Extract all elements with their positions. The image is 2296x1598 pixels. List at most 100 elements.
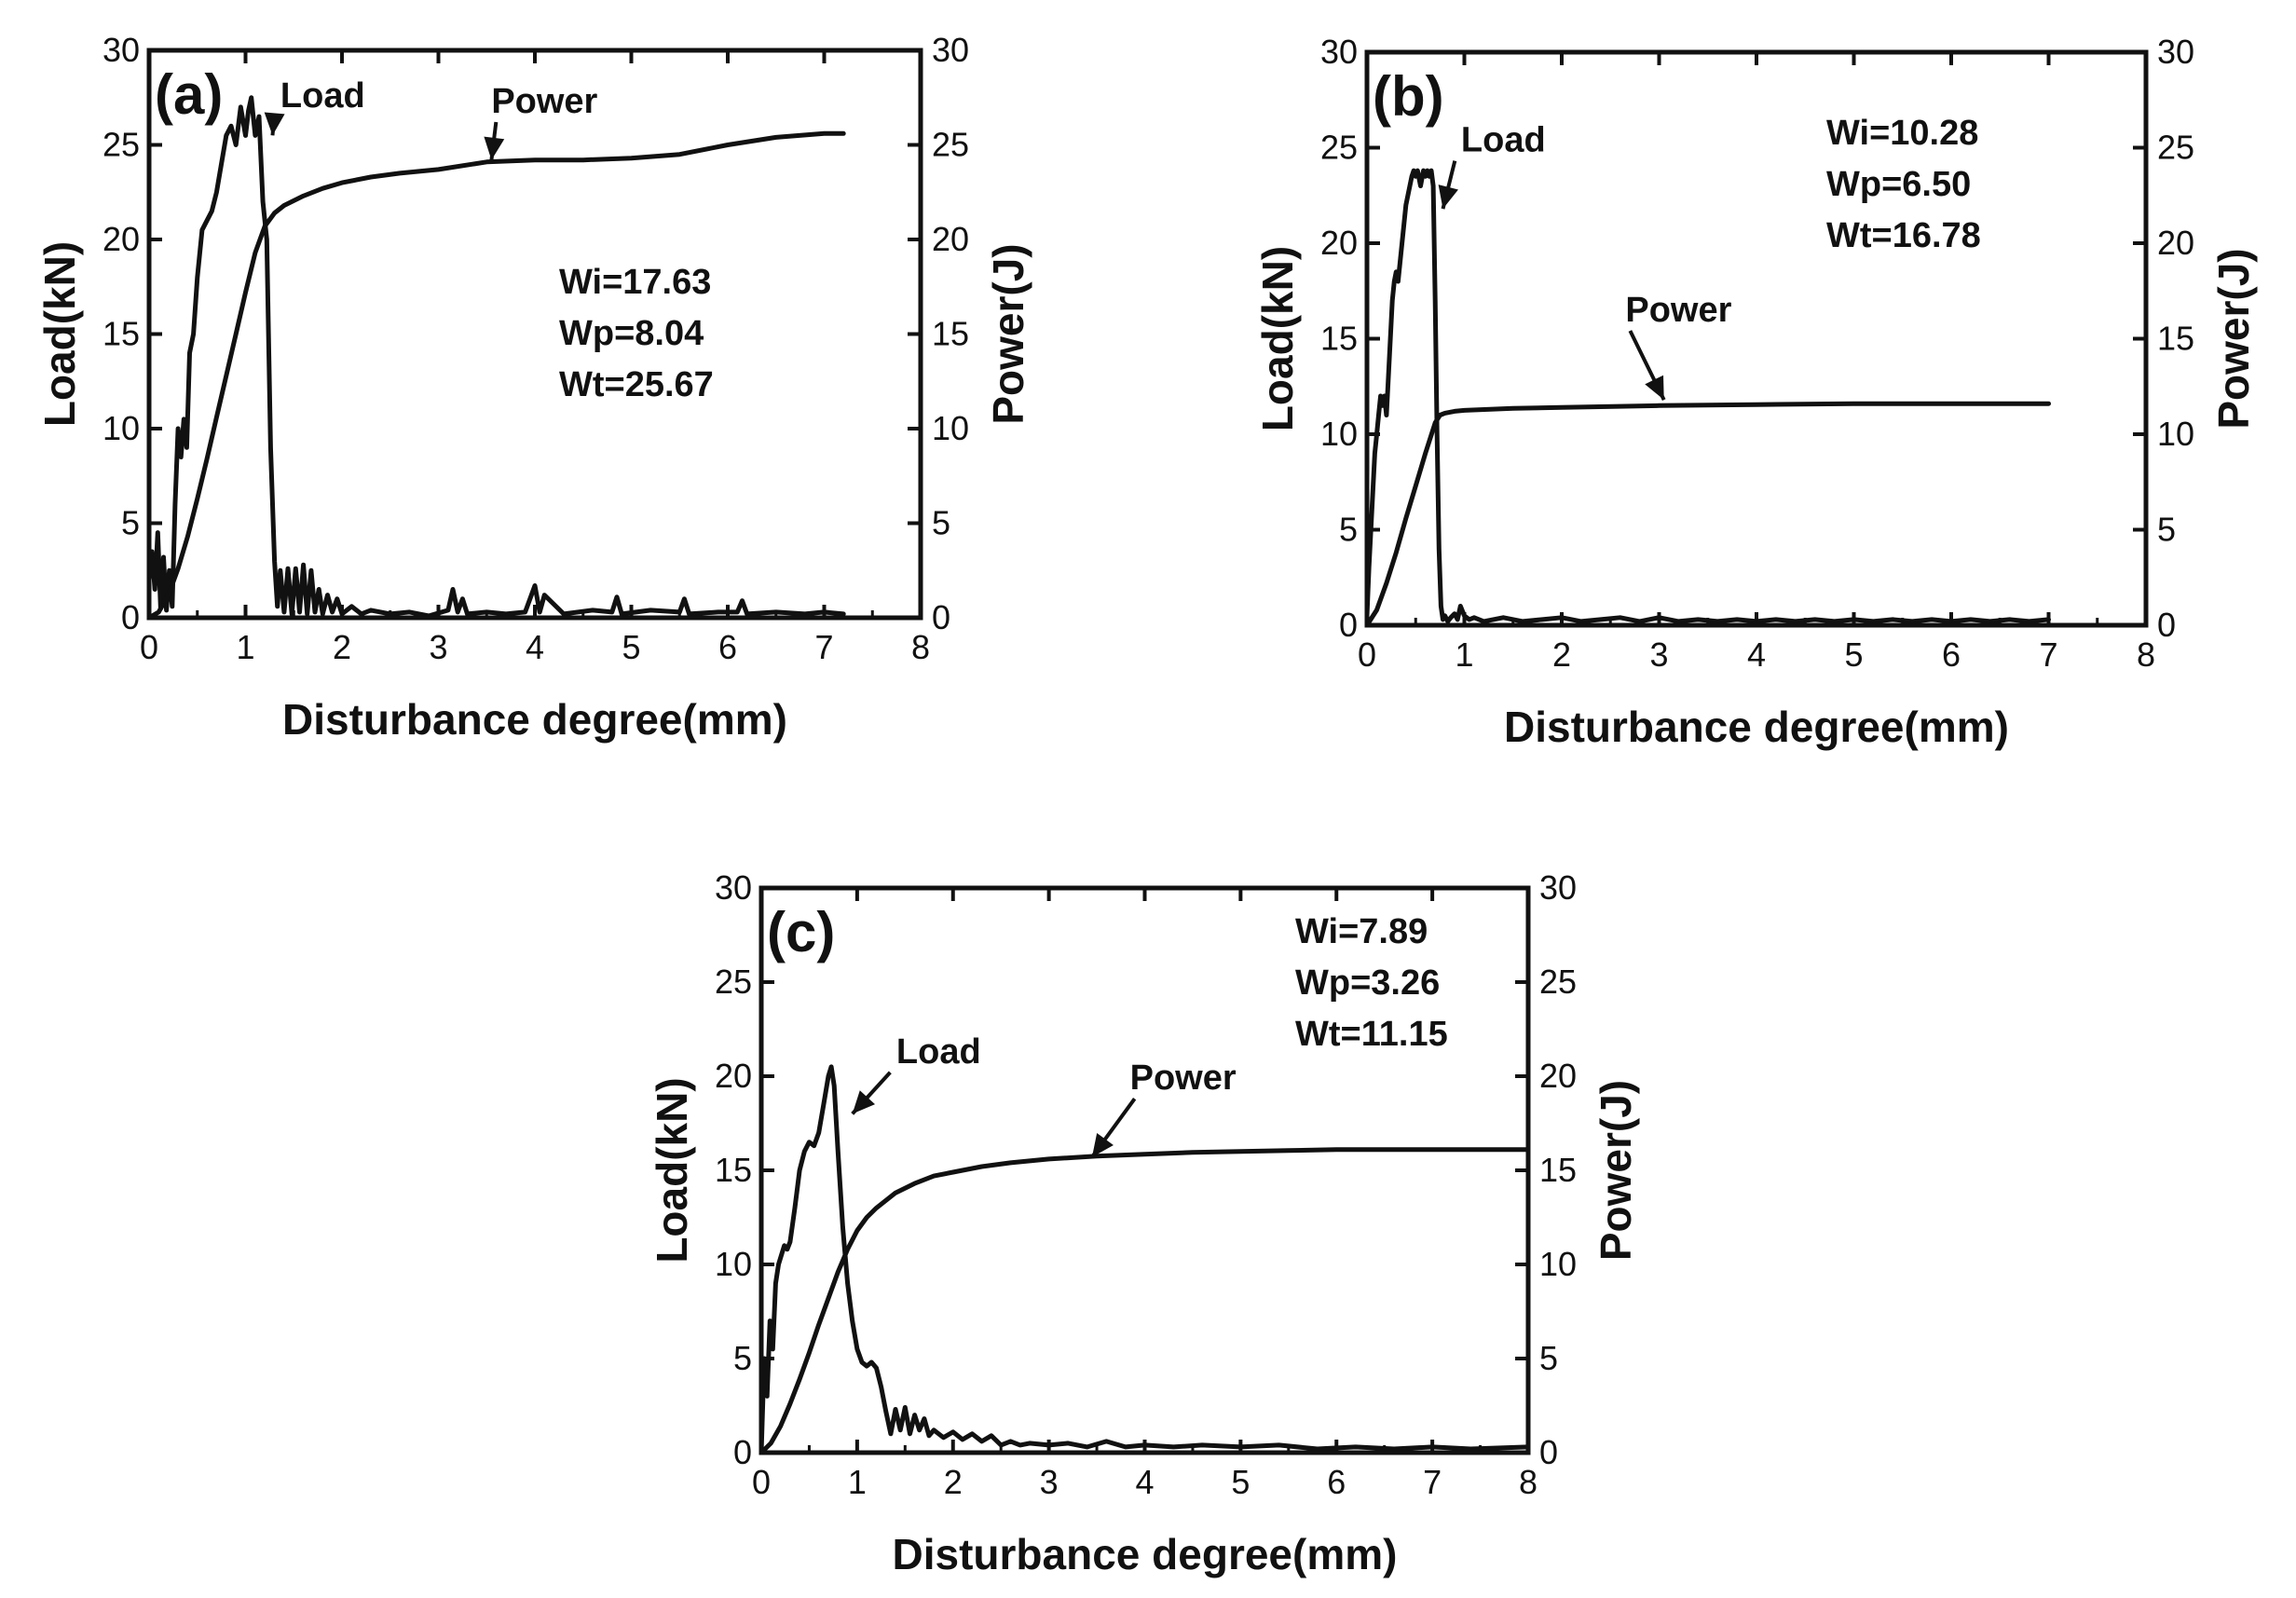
x-tick-label: 6	[1327, 1463, 1346, 1501]
y2-tick-label: 30	[1539, 868, 1577, 907]
annotation-load-label: Load	[280, 76, 365, 116]
panel-label: (c)	[767, 901, 835, 963]
annotation-arrow-head	[264, 112, 285, 136]
stat-text: Wp=3.26	[1295, 963, 1440, 1003]
y-tick-label: 15	[715, 1151, 752, 1189]
stat-text: Wi=17.63	[559, 263, 711, 302]
x-tick-label: 1	[848, 1463, 867, 1501]
y-tick-label: 30	[102, 31, 140, 69]
plot-frame	[1364, 49, 2149, 628]
x-tick-label: 5	[1844, 635, 1863, 674]
x-tick-label: 6	[1942, 635, 1961, 674]
series-load-line	[1364, 168, 2051, 624]
x-tick-label: 5	[622, 628, 640, 666]
y2-tick-label: 10	[1539, 1245, 1577, 1283]
series-power-line	[146, 130, 846, 621]
y-tick-label: 20	[1320, 224, 1358, 262]
plot-frame	[146, 48, 923, 621]
x-tick-label: 4	[1135, 1463, 1154, 1501]
annotation-load-label: Load	[896, 1032, 981, 1072]
y-axis-title: Load(kN)	[648, 1077, 696, 1263]
y-tick-label: 10	[1320, 415, 1358, 453]
stat-text: Wt=25.67	[559, 365, 714, 404]
y2-tick-label: 10	[2157, 415, 2194, 453]
y-axis-title: Load(kN)	[35, 241, 84, 427]
x-tick-label: 5	[1231, 1463, 1250, 1501]
y-tick-label: 20	[715, 1057, 752, 1095]
x-tick-label: 4	[526, 628, 544, 666]
x-tick-label: 2	[333, 628, 351, 666]
x-tick-label: 4	[1747, 635, 1766, 674]
x-tick-label: 0	[1358, 635, 1376, 674]
y2-tick-label: 25	[2157, 129, 2194, 167]
y2-tick-label: 15	[2157, 320, 2194, 358]
y-axis-title: Load(kN)	[1253, 246, 1302, 431]
x-tick-label: 8	[911, 628, 930, 666]
y2-axis-title: Power(J)	[984, 243, 1032, 424]
x-tick-label: 8	[2137, 635, 2155, 674]
y-tick-label: 5	[121, 504, 140, 542]
x-tick-label: 7	[814, 628, 833, 666]
annotation-power-label: Power	[1625, 291, 1731, 330]
y-tick-label: 30	[715, 868, 752, 907]
stat-text: Wt=16.78	[1826, 216, 1981, 255]
y-tick-label: 10	[715, 1245, 752, 1283]
x-axis-title: Disturbance degree(mm)	[1504, 703, 2009, 751]
x-tick-label: 3	[1040, 1463, 1059, 1501]
x-tick-label: 2	[1552, 635, 1571, 674]
series-load-line	[146, 95, 846, 619]
y2-tick-label: 20	[1539, 1057, 1577, 1095]
y2-tick-label: 15	[1539, 1151, 1577, 1189]
x-tick-label: 1	[236, 628, 254, 666]
y2-axis-title: Power(J)	[1592, 1080, 1640, 1261]
x-tick-label: 6	[718, 628, 737, 666]
y-tick-label: 15	[1320, 320, 1358, 358]
y2-tick-label: 0	[2157, 606, 2176, 644]
annotation-power-label: Power	[1130, 1059, 1237, 1098]
series-power-line	[758, 1147, 1531, 1455]
y2-tick-label: 0	[1539, 1433, 1558, 1471]
x-tick-label: 0	[140, 628, 158, 666]
series-load-line	[758, 1064, 1531, 1455]
y-tick-label: 20	[102, 220, 140, 258]
x-axis-title: Disturbance degree(mm)	[893, 1530, 1398, 1578]
y-tick-label: 5	[1339, 511, 1358, 549]
y2-tick-label: 10	[932, 409, 969, 447]
stat-text: Wi=10.28	[1826, 114, 1978, 153]
y-tick-label: 25	[715, 963, 752, 1001]
y-tick-label: 25	[102, 126, 140, 164]
y-tick-label: 0	[733, 1433, 752, 1471]
x-tick-label: 8	[1519, 1463, 1538, 1501]
panel-b: 0 1 2 3 4 5 6 7 8051015202530051015202530LoadPow…	[1253, 33, 2258, 751]
y2-tick-label: 5	[2157, 511, 2176, 549]
panel-c: 0 1 2 3 4 5 6 7 8051015202530051015202530LoadPow…	[648, 868, 1640, 1578]
y-tick-label: 25	[1320, 129, 1358, 167]
x-tick-label: 0	[752, 1463, 771, 1501]
y-tick-label: 0	[1339, 606, 1358, 644]
y2-tick-label: 20	[2157, 224, 2194, 262]
y2-tick-label: 25	[932, 126, 969, 164]
annotation-arrow-head	[484, 136, 505, 160]
y2-tick-label: 30	[2157, 33, 2194, 71]
y2-tick-label: 5	[1539, 1339, 1558, 1377]
y2-tick-label: 20	[932, 220, 969, 258]
panel-label: (a)	[155, 63, 223, 126]
x-axis-title: Disturbance degree(mm)	[282, 695, 787, 744]
y2-axis-title: Power(J)	[2209, 248, 2258, 429]
x-tick-label: 3	[429, 628, 447, 666]
y-tick-label: 30	[1320, 33, 1358, 71]
series-power-line	[1364, 401, 2051, 628]
annotation-load-label: Load	[1461, 121, 1546, 160]
annotation-arrow-head	[1438, 184, 1458, 210]
y-tick-label: 0	[121, 598, 140, 636]
plot-frame	[758, 885, 1531, 1455]
stat-text: Wp=8.04	[559, 314, 704, 353]
annotation-power-label: Power	[491, 82, 597, 121]
x-tick-label: 7	[2039, 635, 2057, 674]
annotation-arrow-head	[852, 1090, 876, 1114]
y2-tick-label: 15	[932, 315, 969, 353]
stat-text: Wi=7.89	[1295, 912, 1428, 951]
y2-tick-label: 5	[932, 504, 950, 542]
y2-tick-label: 0	[932, 598, 950, 636]
